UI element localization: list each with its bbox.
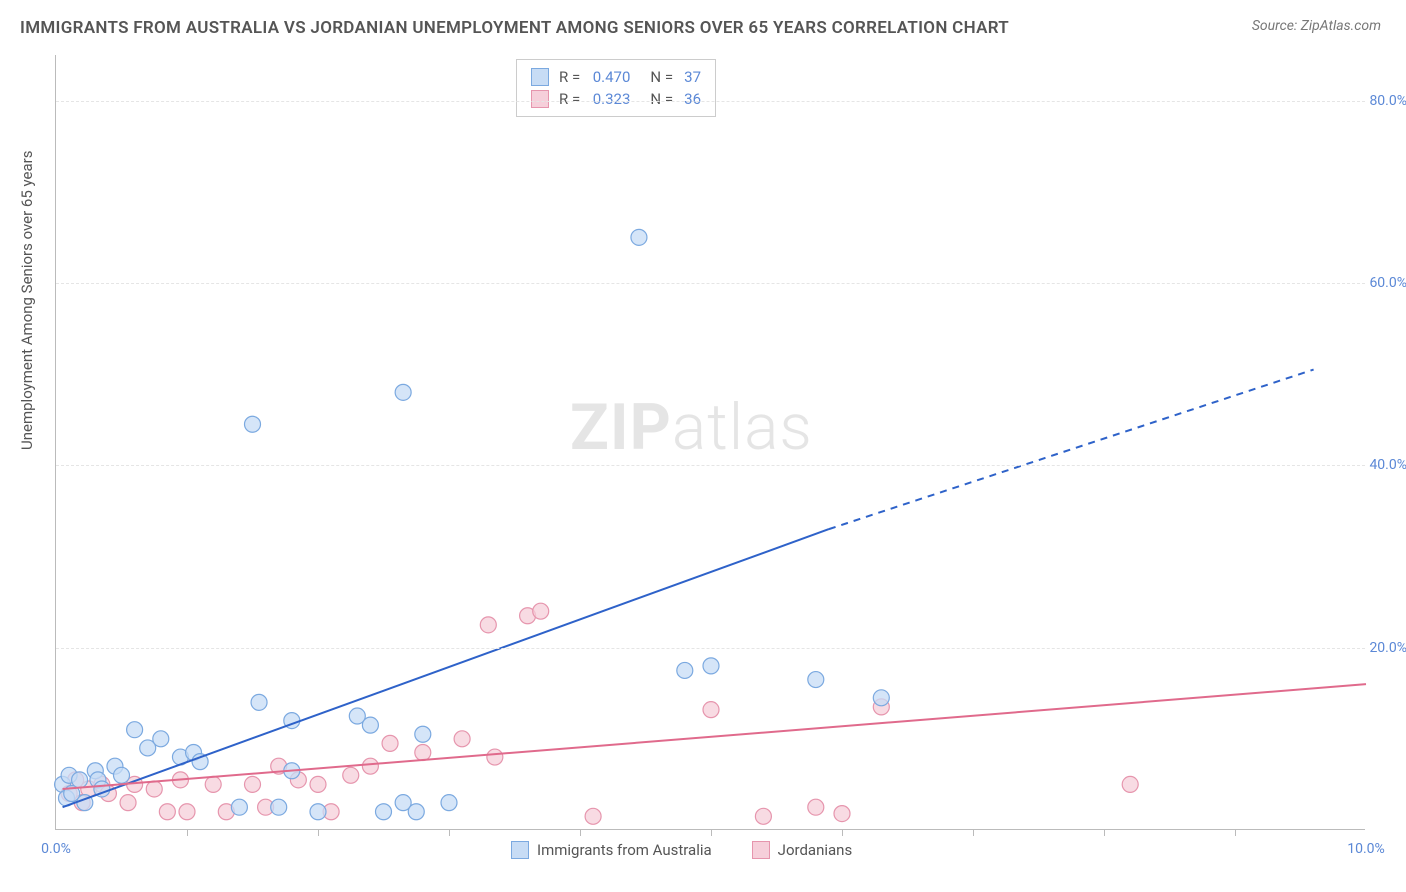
x-tick-mark	[711, 829, 712, 836]
gridline	[56, 101, 1365, 102]
y-tick-label: 60.0%	[1369, 275, 1406, 291]
legend-swatch	[531, 68, 549, 86]
x-tick-mark	[973, 829, 974, 836]
data-point	[834, 806, 850, 822]
data-point	[415, 726, 431, 742]
data-point	[677, 662, 693, 678]
y-tick-label: 20.0%	[1369, 640, 1406, 656]
data-point	[487, 749, 503, 765]
series-legend: Immigrants from Australia Jordanians	[511, 841, 852, 859]
data-point	[245, 416, 261, 432]
data-point	[631, 229, 647, 245]
data-point	[205, 776, 221, 792]
legend-swatch	[531, 90, 549, 108]
data-point	[343, 767, 359, 783]
y-tick-label: 40.0%	[1369, 457, 1406, 473]
data-point	[127, 722, 143, 738]
x-tick-mark	[842, 829, 843, 836]
data-point	[480, 617, 496, 633]
x-tick-mark	[1104, 829, 1105, 836]
source-attribution: Source: ZipAtlas.com	[1252, 18, 1381, 34]
data-point	[703, 658, 719, 674]
x-tick-label: 0.0%	[41, 841, 71, 857]
data-point	[533, 603, 549, 619]
x-tick-mark	[1235, 829, 1236, 836]
data-point	[159, 804, 175, 820]
trend-line	[829, 370, 1314, 530]
data-point	[114, 767, 130, 783]
data-point	[454, 731, 470, 747]
data-point	[703, 702, 719, 718]
legend-item: Jordanians	[752, 841, 853, 859]
legend-label: Immigrants from Australia	[537, 841, 712, 859]
data-point	[251, 694, 267, 710]
data-point	[376, 804, 392, 820]
legend-r-label: R = 0.470	[559, 68, 630, 86]
chart-svg	[56, 55, 1365, 829]
data-point	[585, 808, 601, 824]
data-point	[362, 758, 378, 774]
gridline	[56, 648, 1365, 649]
data-point	[179, 804, 195, 820]
legend-label: Jordanians	[778, 841, 853, 859]
gridline	[56, 283, 1365, 284]
data-point	[271, 799, 287, 815]
data-point	[408, 804, 424, 820]
data-point	[1122, 776, 1138, 792]
legend-r-label: R = 0.323	[559, 90, 630, 108]
data-point	[755, 808, 771, 824]
y-tick-label: 80.0%	[1369, 93, 1406, 109]
x-tick-mark	[580, 829, 581, 836]
chart-title: IMMIGRANTS FROM AUSTRALIA VS JORDANIAN U…	[20, 18, 1009, 38]
data-point	[415, 745, 431, 761]
data-point	[146, 781, 162, 797]
correlation-legend: R = 0.470 N = 37 R = 0.323 N = 36	[516, 59, 716, 117]
data-point	[72, 772, 88, 788]
data-point	[395, 384, 411, 400]
legend-item: Immigrants from Australia	[511, 841, 712, 859]
y-axis-label: Unemployment Among Seniors over 65 years	[18, 151, 36, 450]
x-tick-mark	[318, 829, 319, 836]
legend-n-label: N = 36	[640, 90, 701, 108]
data-point	[153, 731, 169, 747]
gridline	[56, 465, 1365, 466]
data-point	[441, 795, 457, 811]
legend-n-label: N = 37	[640, 68, 701, 86]
data-point	[120, 795, 136, 811]
legend-swatch	[511, 841, 529, 859]
data-point	[808, 799, 824, 815]
chart-plot-area: R = 0.470N = 37R = 0.323N = 36 Immigrant…	[55, 55, 1365, 830]
data-point	[362, 717, 378, 733]
data-point	[231, 799, 247, 815]
data-point	[310, 776, 326, 792]
data-point	[310, 804, 326, 820]
legend-row: R = 0.323 N = 36	[531, 88, 701, 110]
legend-row: R = 0.470 N = 37	[531, 66, 701, 88]
x-tick-mark	[187, 829, 188, 836]
data-point	[245, 776, 261, 792]
data-point	[873, 690, 889, 706]
data-point	[382, 735, 398, 751]
legend-swatch	[752, 841, 770, 859]
x-tick-mark	[449, 829, 450, 836]
x-tick-label: 10.0%	[1347, 841, 1385, 857]
data-point	[808, 672, 824, 688]
